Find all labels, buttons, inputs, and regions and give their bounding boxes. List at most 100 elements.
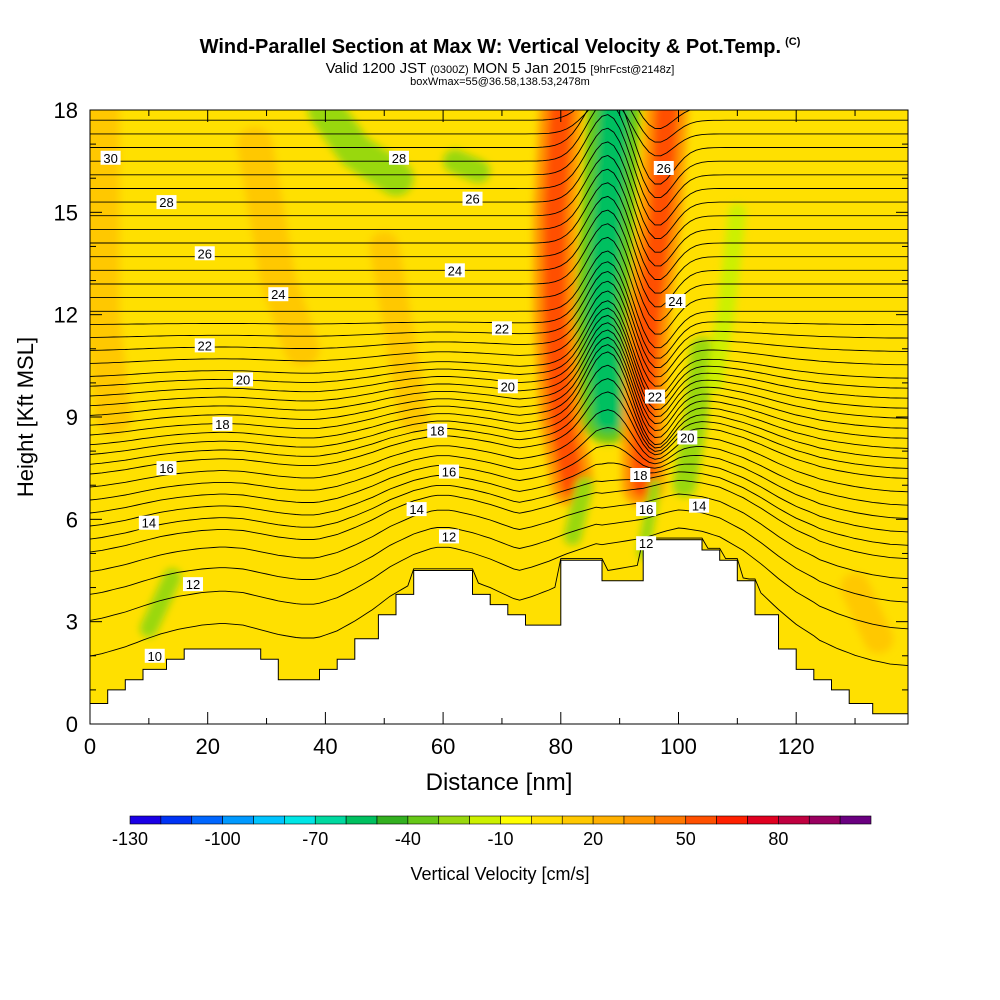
- colorbar-tick-label: -130: [112, 829, 148, 849]
- colorbar-swatch: [592, 815, 625, 825]
- colorbar-swatch: [407, 815, 440, 825]
- chart-subtitle: Valid 1200 JST (0300Z) MON 5 Jan 2015 [9…: [325, 60, 675, 77]
- contour-label-box: [138, 515, 159, 530]
- contour-label-box: [689, 498, 710, 513]
- contour-label-box: [212, 416, 233, 431]
- contour-label: 12: [186, 577, 200, 592]
- x-tick-label: 20: [195, 734, 219, 759]
- x-tick-label: 40: [313, 734, 337, 759]
- chart-title: Wind-Parallel Section at Max W: Vertical…: [199, 36, 801, 58]
- colorbar-swatch: [716, 815, 748, 825]
- x-tick-label: 0: [84, 734, 96, 759]
- x-tick-label: 120: [778, 734, 815, 759]
- theta-contour-line: [90, 509, 908, 603]
- theta-contour-line: [90, 280, 908, 378]
- theta-contour-line: [90, 444, 908, 519]
- theta-contour-line: [90, 427, 908, 506]
- colorbar-swatch: [839, 815, 872, 825]
- colorbar-swatch: [314, 815, 347, 825]
- downdraft-band: [587, 110, 629, 432]
- contour-label-box: [427, 423, 448, 438]
- colorbar-tick-label: -40: [395, 829, 421, 849]
- colorbar-swatch: [160, 815, 193, 825]
- theta-contour-line: [90, 195, 908, 294]
- colorbar-swatch: [191, 815, 223, 825]
- theta-contour-line: [90, 307, 908, 403]
- contour-label: 22: [648, 390, 662, 405]
- colorbar-swatch: [345, 815, 378, 825]
- x-tick-label: 80: [549, 734, 573, 759]
- contour-label-box: [438, 529, 459, 544]
- colorbar-swatch: [531, 815, 563, 825]
- contour-label-box: [444, 263, 465, 278]
- colorbar-tick-label: 80: [768, 829, 788, 849]
- x-tick-label: 60: [431, 734, 455, 759]
- contour-label: 24: [668, 294, 682, 309]
- contour-label-box: [665, 294, 686, 309]
- downdraft-band: [672, 337, 714, 497]
- downdraft-band: [704, 203, 747, 392]
- colorbar-swatch: [376, 815, 409, 825]
- contour-label-box: [268, 287, 289, 302]
- colorbar-swatch: [222, 815, 254, 825]
- y-tick-label: 15: [54, 200, 78, 225]
- contour-label-box: [144, 648, 165, 663]
- theta-contour-line: [90, 110, 908, 143]
- colorbar-tick-label: -70: [302, 829, 328, 849]
- theta-contour-line: [90, 127, 908, 226]
- colorbar-swatch: [438, 815, 470, 825]
- theta-contour-line: [90, 471, 908, 546]
- title-mark: (C): [785, 36, 801, 49]
- contour-label: 24: [448, 263, 462, 278]
- colorbar-swatch: [623, 815, 656, 825]
- y-tick-label: 0: [66, 712, 78, 737]
- theta-contour-line: [90, 479, 908, 560]
- y-tick-label: 18: [54, 98, 78, 123]
- theta-contour-line: [90, 236, 908, 335]
- updraft-band: [543, 110, 585, 497]
- y-tick-label: 6: [66, 507, 78, 532]
- contour-label-box: [653, 160, 674, 175]
- contour-label-box: [644, 389, 665, 404]
- contour-label-box: [194, 246, 215, 261]
- contour-label-box: [636, 536, 657, 551]
- colorbar-tick-label: 20: [583, 829, 603, 849]
- downdraft-band: [443, 149, 491, 184]
- theta-contour-labels: 30 28 26 24 22 20 18 16 14 12 10 28 26 24 22 20 18 16 14 12…: [100, 150, 710, 664]
- theta-contour-line: [90, 351, 908, 449]
- downdraft-band: [563, 476, 594, 546]
- contour-label: 14: [409, 502, 423, 517]
- contour-label: 16: [639, 502, 653, 517]
- contour-label-box: [233, 372, 254, 387]
- downdraft-band: [307, 110, 414, 196]
- contour-label-box: [677, 430, 698, 445]
- x-tick-label: 100: [660, 734, 697, 759]
- x-axis-label: Distance [nm]: [426, 769, 573, 796]
- contour-label: 16: [159, 461, 173, 476]
- theta-contour-line: [90, 300, 908, 396]
- theta-contour-line: [90, 168, 908, 267]
- theta-contour-line: [90, 223, 908, 321]
- contour-label: 16: [442, 465, 456, 480]
- contour-label-box: [497, 379, 518, 394]
- contour-label: 26: [198, 246, 212, 261]
- contour-label-box: [194, 338, 215, 353]
- theta-contour-line: [90, 141, 908, 240]
- colorbar-swatch: [808, 815, 841, 825]
- theta-contour-line: [90, 378, 908, 469]
- contour-label: 28: [159, 195, 173, 210]
- terrain-profile: [89, 539, 909, 725]
- colorbar-swatch: [654, 815, 687, 825]
- contour-label-box: [100, 150, 121, 165]
- terrain: [89, 539, 909, 725]
- theta-contour-line: [90, 409, 908, 493]
- theta-contour-line: [90, 209, 908, 308]
- colorbar-swatch: [129, 815, 162, 825]
- contour-label-box: [438, 464, 459, 479]
- contour-label: 26: [465, 192, 479, 207]
- colorbar-tick-label: -10: [487, 829, 513, 849]
- theta-contour-line: [90, 364, 908, 459]
- contour-label-box: [406, 502, 427, 517]
- colorbar-tick-label: 50: [676, 829, 696, 849]
- axes: 0 20 40 60 80 100 120 0 3 6 9 12 15 18: [54, 98, 908, 759]
